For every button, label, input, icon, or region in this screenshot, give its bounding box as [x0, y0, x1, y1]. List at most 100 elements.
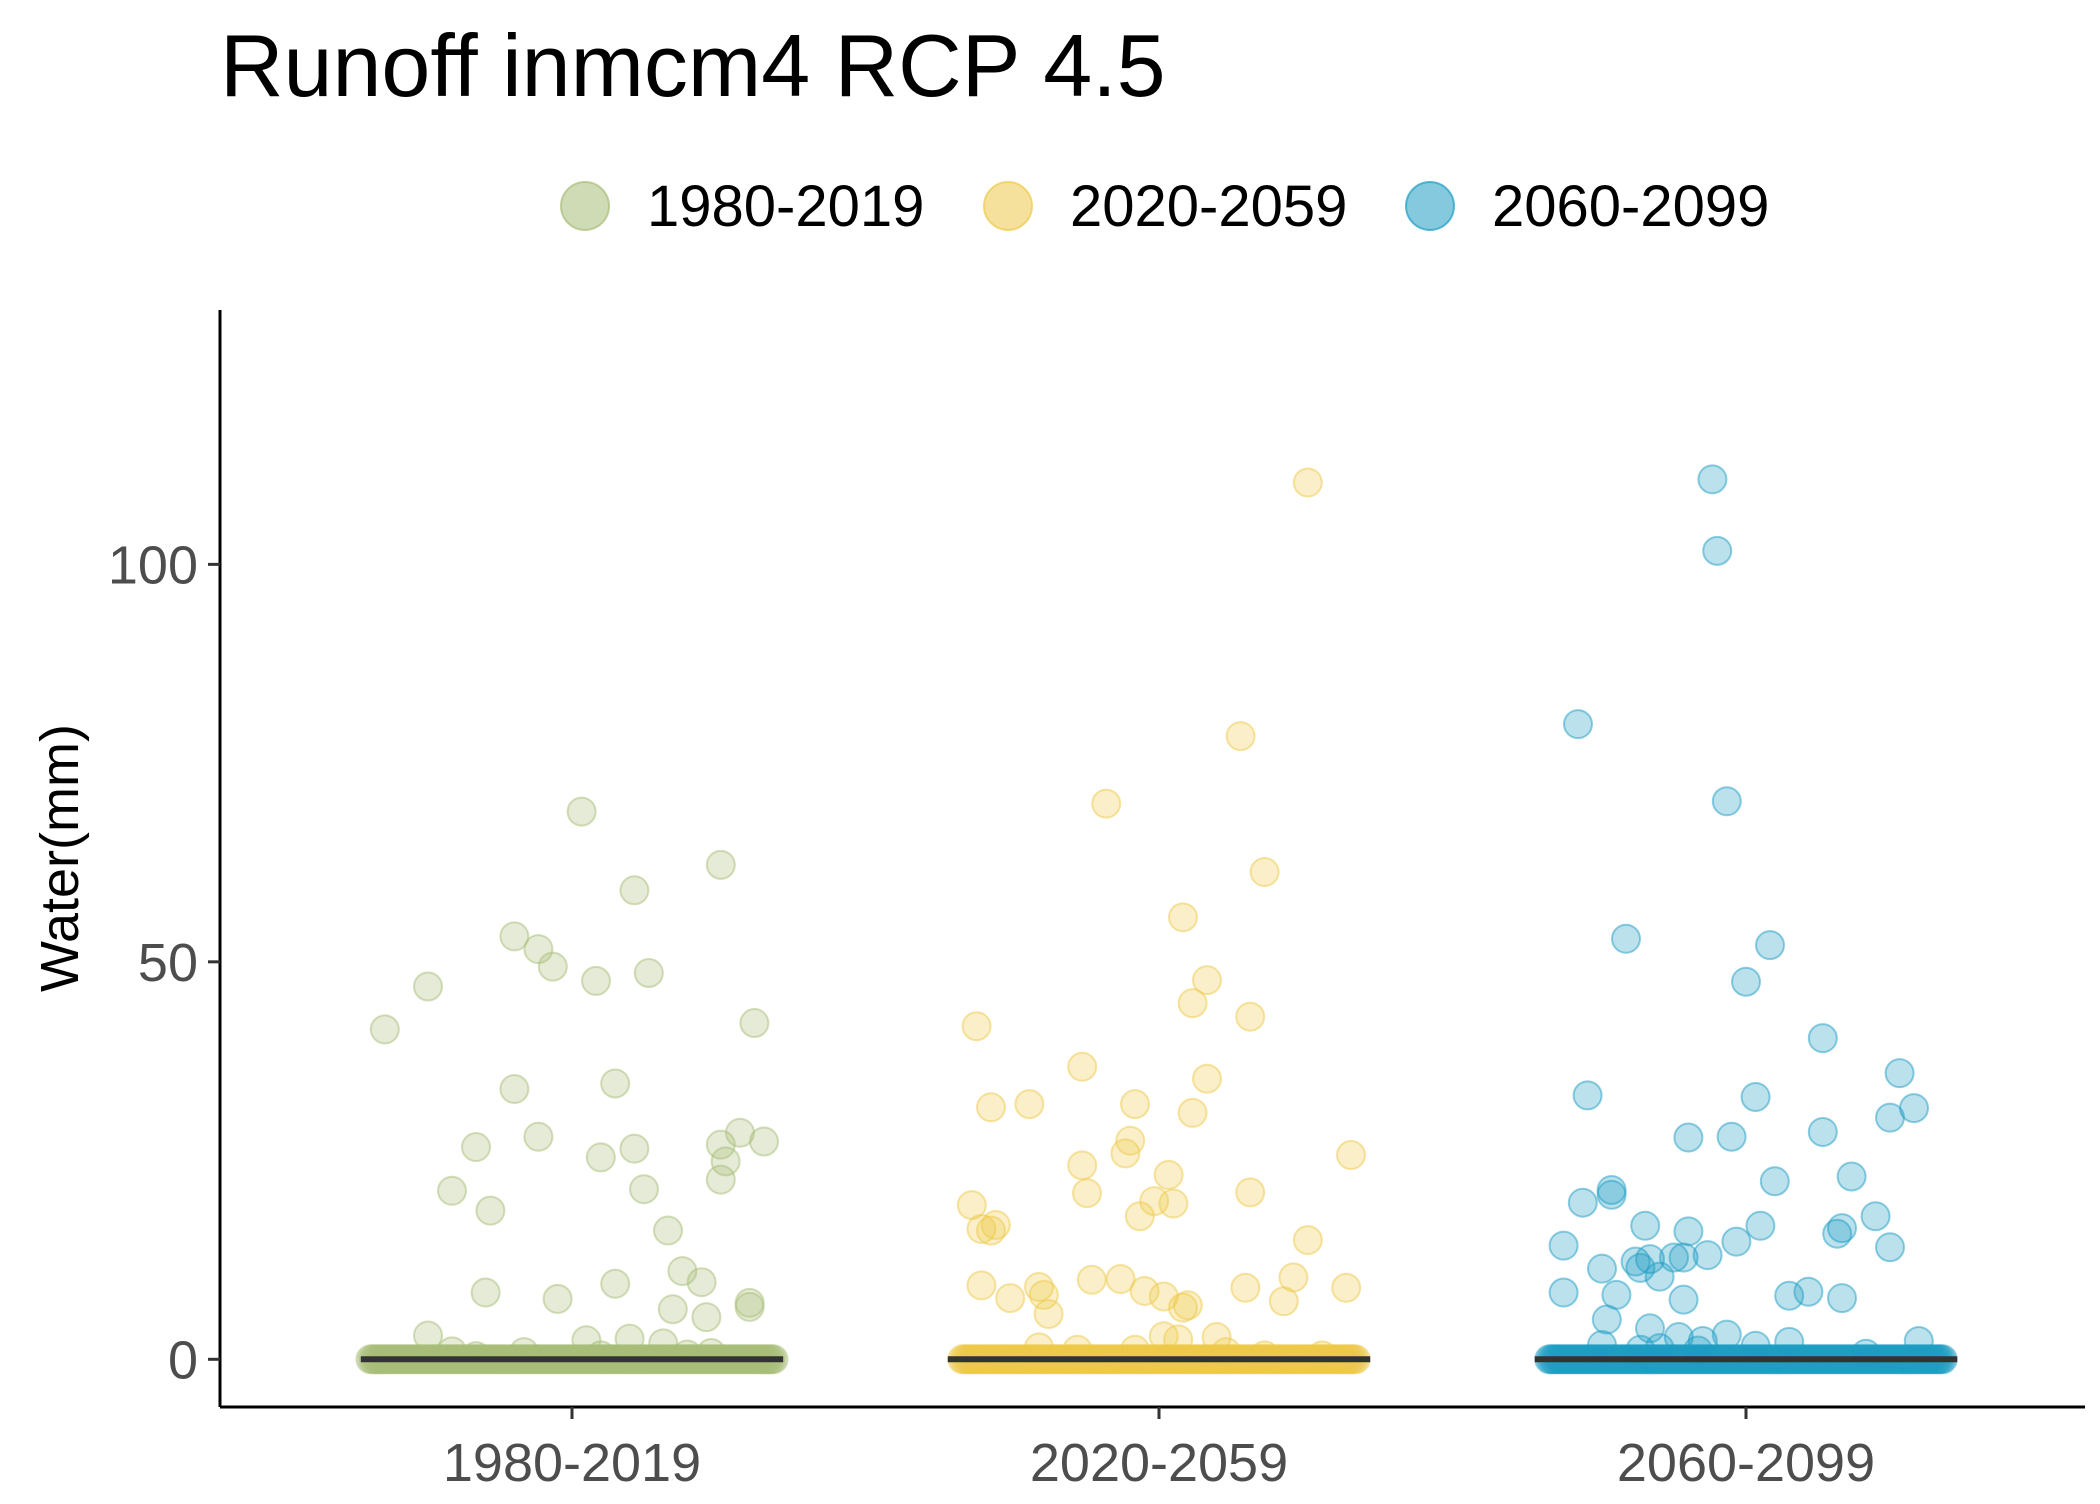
data-point-1980-2019	[657, 1294, 688, 1325]
data-point-1980-2019	[537, 951, 568, 982]
data-point-1980-2019	[629, 1174, 659, 1205]
data-point-2060-2099	[1884, 1058, 1915, 1089]
data-point-2060-2099	[1702, 535, 1733, 566]
data-point-2020-2059	[1028, 1279, 1059, 1310]
data-point-1980-2019	[499, 921, 530, 952]
data-point-2060-2099	[1774, 1326, 1805, 1357]
data-point-2020-2059	[1192, 1063, 1222, 1094]
data-point-1980-2019	[705, 849, 736, 880]
data-point-2020-2059	[1120, 1089, 1150, 1120]
data-point-2020-2059	[1105, 1264, 1136, 1295]
data-point-2020-2059	[995, 1283, 1026, 1314]
data-point-1980-2019	[696, 1337, 727, 1368]
data-point-2060-2099	[1745, 1210, 1776, 1241]
data-point-2060-2099	[1625, 1252, 1656, 1283]
data-point-2020-2059	[976, 1092, 1006, 1123]
data-point-2020-2059	[976, 1215, 1006, 1246]
data-point-2060-2099	[1860, 1201, 1891, 1232]
data-point-1980-2019	[413, 1320, 443, 1351]
data-point-1980-2019	[499, 1074, 530, 1105]
data-point-2020-2059	[1067, 1051, 1098, 1082]
data-point-2060-2099	[1673, 1122, 1704, 1153]
data-point-2060-2099	[1587, 1329, 1617, 1360]
data-point-2020-2059	[1177, 1097, 1208, 1128]
x-ticks: 1980-2019 2020-2059 2060-2099	[443, 1407, 1875, 1493]
data-point-2020-2059	[1192, 965, 1222, 996]
data-point-2060-2099	[1711, 1319, 1742, 1350]
data-point-1980-2019	[437, 1175, 467, 1206]
y-tick-label: 100	[108, 535, 198, 595]
data-point-2060-2099	[1740, 1081, 1771, 1112]
data-point-2020-2059	[1072, 1178, 1102, 1209]
data-point-2060-2099	[1673, 1216, 1704, 1247]
data-point-1980-2019	[523, 1121, 554, 1152]
data-point-2060-2099	[1697, 464, 1728, 495]
data-point-1980-2019	[461, 1132, 491, 1163]
data-point-1980-2019	[705, 1164, 736, 1195]
data-point-2020-2059	[1235, 1001, 1266, 1032]
data-point-2060-2099	[1851, 1338, 1881, 1369]
data-point-2020-2059	[1307, 1340, 1338, 1371]
data-point-1980-2019	[653, 1215, 683, 1246]
data-point-2060-2099	[1827, 1283, 1857, 1314]
data-point-2060-2099	[1759, 1166, 1790, 1197]
data-point-2060-2099	[1822, 1218, 1853, 1249]
data-point-1980-2019	[614, 1323, 645, 1354]
y-tick-label: 0	[168, 1330, 198, 1390]
data-point-2060-2099	[1635, 1244, 1665, 1275]
data-point-2020-2059	[1091, 788, 1122, 819]
data-point-2060-2099	[1774, 1280, 1805, 1311]
data-point-2060-2099	[1567, 1187, 1598, 1218]
data-point-2020-2059	[1336, 1140, 1366, 1171]
data-point-1980-2019	[585, 1340, 616, 1371]
data-point-2020-2059	[1076, 1264, 1107, 1295]
data-point-1980-2019	[734, 1287, 765, 1318]
data-point-2060-2099	[1572, 1080, 1603, 1111]
data-point-2060-2099	[1755, 930, 1785, 961]
data-point-1980-2019	[581, 965, 611, 996]
points-layer	[355, 464, 1958, 1375]
data-point-2020-2059	[1172, 1290, 1203, 1321]
data-point-2060-2099	[1807, 1023, 1838, 1054]
data-point-2060-2099	[1692, 1240, 1723, 1271]
data-point-2060-2099	[1716, 1121, 1747, 1152]
legend-label-2060-2099: 2060-2099	[1492, 174, 1769, 239]
x-tick-label: 2060-2099	[1617, 1433, 1875, 1493]
axes	[218, 310, 2085, 1409]
data-point-2020-2059	[1249, 857, 1280, 888]
data-point-1980-2019	[619, 1133, 650, 1164]
data-point-2020-2059	[1201, 1322, 1232, 1353]
legend-swatch-1980-2019	[560, 181, 610, 231]
chart-title: Runoff inmcm4 RCP 4.5	[220, 16, 1166, 115]
data-point-2060-2099	[1596, 1174, 1627, 1205]
data-point-2020-2059	[1163, 1324, 1194, 1355]
data-point-2060-2099	[1899, 1093, 1929, 1124]
data-point-2020-2059	[1292, 1225, 1323, 1256]
data-point-1980-2019	[749, 1126, 779, 1157]
data-point-2060-2099	[1731, 966, 1761, 997]
x-tick-label: 2020-2059	[1030, 1433, 1288, 1493]
data-point-1980-2019	[470, 1277, 501, 1308]
data-point-2020-2059	[1230, 1272, 1261, 1303]
data-point-2020-2059	[1129, 1275, 1160, 1306]
data-point-2020-2059	[1158, 1188, 1189, 1219]
data-point-2060-2099	[1740, 1330, 1771, 1361]
data-point-2060-2099	[1659, 1242, 1689, 1273]
data-point-1980-2019	[369, 1014, 400, 1045]
data-point-2060-2099	[1548, 1277, 1579, 1308]
data-point-2020-2059	[966, 1270, 997, 1301]
data-point-2020-2059	[1249, 1340, 1280, 1371]
data-point-2020-2059	[961, 1011, 992, 1042]
data-point-2060-2099	[1836, 1161, 1867, 1192]
data-point-2060-2099	[1601, 1279, 1632, 1310]
legend-swatch-2020-2059	[983, 181, 1033, 231]
x-tick-label: 1980-2019	[443, 1433, 701, 1493]
data-point-2020-2059	[1014, 1089, 1045, 1120]
data-point-2060-2099	[1721, 1226, 1752, 1257]
data-point-2020-2059	[980, 1209, 1011, 1240]
data-point-2020-2059	[1024, 1271, 1054, 1302]
data-point-2020-2059	[1177, 988, 1208, 1019]
data-point-2060-2099	[1793, 1276, 1824, 1307]
data-point-1980-2019	[739, 1008, 770, 1039]
